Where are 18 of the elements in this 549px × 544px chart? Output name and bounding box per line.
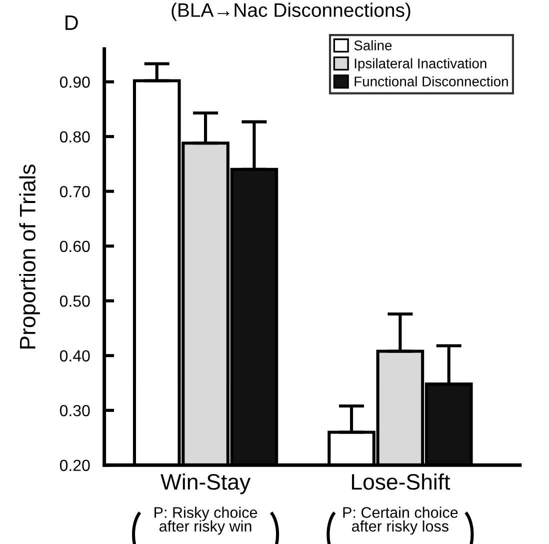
text: P: Risky choice after risky win — [154, 506, 258, 535]
text: P: Certain choice after risky loss — [343, 506, 458, 535]
text: D — [66, 16, 78, 30]
y-tick-label: 0.70 — [60, 186, 90, 198]
y-tick-label: 0.80 — [60, 131, 90, 143]
chart-title: (BLA→Nac Disconnections) — [172, 2, 410, 21]
y-tick-label: 0.90 — [60, 76, 90, 88]
y-tick-label: 0.50 — [60, 295, 90, 307]
y-tick-label: 0.30 — [60, 404, 90, 416]
x-tick-label: Lose-Shift — [352, 473, 450, 490]
y-tick-label: 0.40 — [60, 350, 90, 362]
y-tick-label: 0.60 — [60, 240, 90, 252]
x-tick-label: Win-Stay — [160, 473, 251, 494]
legend-label: Ipsilateral Inactivation — [354, 58, 486, 72]
legend-label: Functional Disconnection — [354, 76, 508, 86]
y-axis-title: Proportion of Trials — [19, 164, 40, 348]
legend-label: Saline — [354, 40, 392, 50]
y-tick-label: 0.20 — [60, 460, 90, 472]
